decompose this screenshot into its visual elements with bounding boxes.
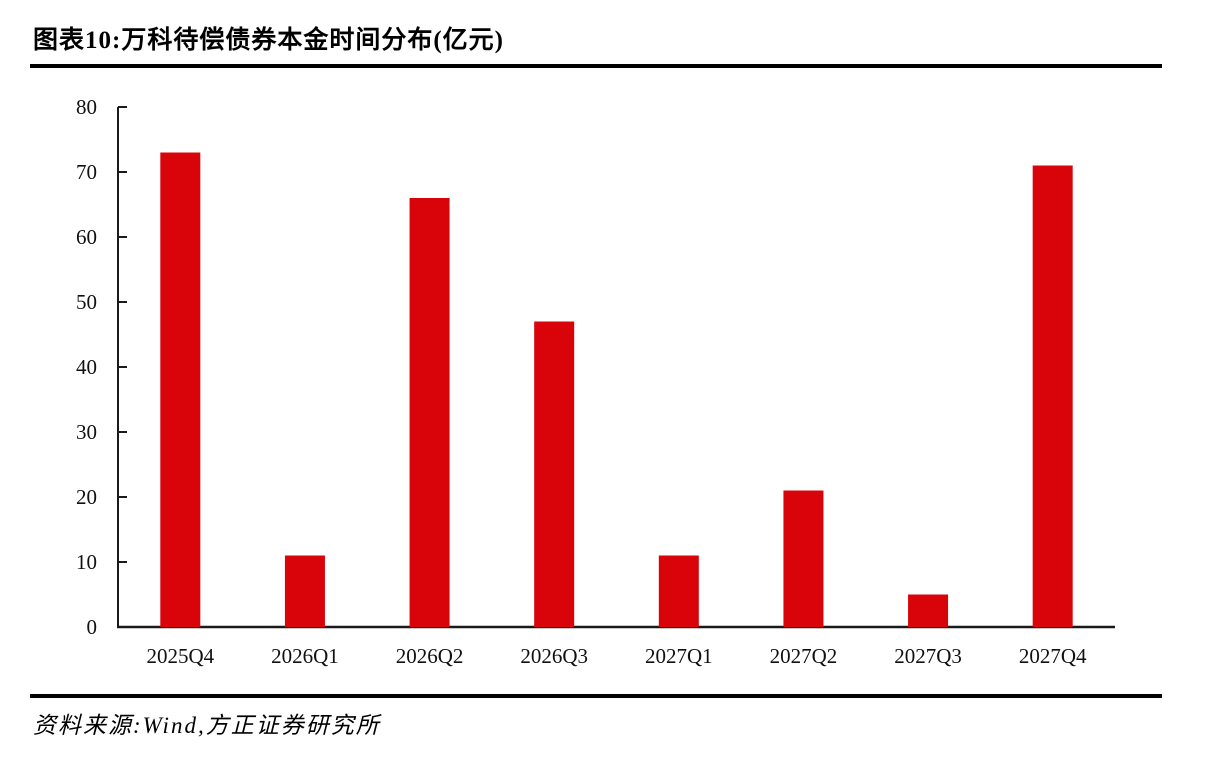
y-tick-label: 70 [76, 160, 97, 184]
footer-divider [30, 694, 1162, 698]
x-tick-label: 2026Q1 [271, 644, 339, 668]
figure-title: 图表10:万科待偿债券本金时间分布(亿元) [33, 27, 504, 54]
bar-2027Q3 [908, 594, 949, 627]
y-tick-label: 60 [76, 225, 97, 249]
x-tick-label: 2027Q1 [645, 644, 713, 668]
bar-2027Q2 [783, 490, 824, 627]
bar-2026Q1 [284, 555, 325, 627]
y-tick-label: 50 [76, 290, 97, 314]
x-tick-label: 2026Q2 [396, 644, 464, 668]
bar-2026Q2 [409, 198, 450, 627]
bar-2027Q4 [1032, 165, 1073, 627]
title-divider [30, 64, 1162, 68]
x-tick-label: 2027Q3 [894, 644, 962, 668]
bar-2027Q1 [658, 555, 699, 627]
y-tick-label: 10 [76, 550, 97, 574]
source-note: 资料来源:Wind,方正证券研究所 [33, 713, 381, 738]
y-tick-label: 0 [87, 615, 98, 639]
x-tick-label: 2026Q3 [520, 644, 588, 668]
y-tick-label: 40 [76, 355, 97, 379]
y-tick-label: 30 [76, 420, 97, 444]
bar-2026Q3 [534, 321, 575, 627]
bar-2025Q4 [160, 152, 201, 627]
x-tick-label: 2025Q4 [146, 644, 214, 668]
x-tick-label: 2027Q2 [770, 644, 838, 668]
x-tick-label: 2027Q4 [1019, 644, 1087, 668]
y-tick-label: 20 [76, 485, 97, 509]
y-tick-label: 80 [76, 95, 97, 119]
